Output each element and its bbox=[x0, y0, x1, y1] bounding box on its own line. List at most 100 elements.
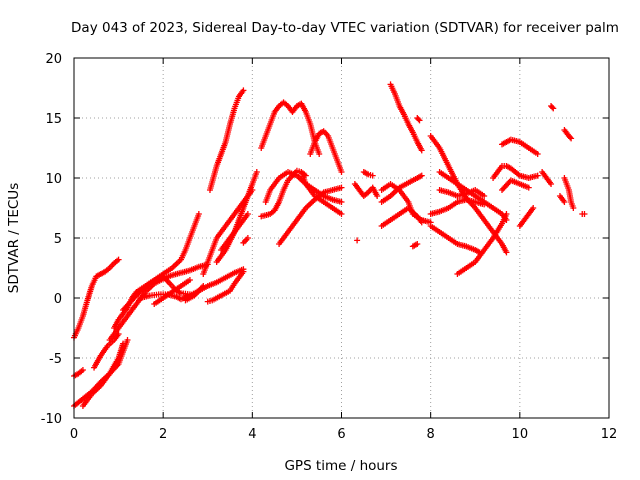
data-point bbox=[481, 193, 488, 199]
data-series-t37 bbox=[427, 196, 488, 217]
data-series-t47 bbox=[556, 193, 568, 205]
data-point bbox=[503, 211, 510, 217]
data-point bbox=[354, 237, 361, 244]
y-tick-label: 5 bbox=[54, 232, 62, 247]
data-point bbox=[240, 268, 247, 275]
data-series-t24 bbox=[354, 237, 361, 244]
data-series-t16 bbox=[218, 211, 251, 253]
data-point bbox=[418, 219, 425, 226]
data-point bbox=[530, 205, 537, 211]
data-point bbox=[549, 104, 556, 111]
data-series-t3 bbox=[79, 340, 127, 409]
data-series-t46 bbox=[561, 175, 577, 211]
axes: 0 2 4 6 8 10 12 -10 -5 0 5 10 15 20 bbox=[41, 52, 618, 442]
data-point bbox=[534, 172, 541, 179]
data-point bbox=[186, 277, 193, 283]
data-series-t38 bbox=[436, 187, 488, 199]
data-series-t26 bbox=[360, 169, 376, 179]
data-series-t45 bbox=[561, 127, 575, 142]
data-point bbox=[374, 193, 381, 199]
x-tick-label: 6 bbox=[337, 427, 345, 442]
data-series-t21 bbox=[276, 184, 345, 247]
x-tick-label: 2 bbox=[159, 427, 167, 442]
data-series-t25 bbox=[351, 181, 381, 199]
data-series-t32 bbox=[409, 241, 421, 250]
plot-frame bbox=[73, 57, 610, 419]
data-point bbox=[550, 105, 557, 112]
data-series-t4 bbox=[71, 367, 86, 379]
data-series-t36 bbox=[454, 211, 510, 277]
data-point bbox=[240, 87, 247, 94]
data-point bbox=[338, 199, 345, 205]
data-point bbox=[548, 181, 555, 187]
data-series-t29 bbox=[378, 181, 434, 226]
data-point bbox=[240, 239, 247, 246]
data-series-t43 bbox=[539, 169, 555, 187]
data-point bbox=[570, 205, 577, 211]
y-tick-label: 20 bbox=[45, 52, 62, 67]
data-point bbox=[124, 337, 131, 343]
y-tick-label: 10 bbox=[45, 172, 62, 187]
data-point bbox=[338, 211, 345, 217]
data-point bbox=[244, 211, 251, 217]
data-point bbox=[566, 134, 573, 141]
data-series-t19 bbox=[258, 167, 309, 220]
data-series-t23 bbox=[298, 169, 345, 217]
data-point bbox=[534, 151, 541, 157]
data-point bbox=[115, 256, 122, 263]
data-series-t44 bbox=[548, 103, 557, 112]
data-point bbox=[195, 211, 202, 217]
data-point bbox=[568, 135, 575, 142]
data-series-t39 bbox=[490, 163, 541, 181]
x-tick-label: 10 bbox=[512, 427, 529, 442]
data-series-t15 bbox=[213, 169, 260, 265]
data-series-t41 bbox=[499, 136, 541, 157]
x-tick-label: 12 bbox=[601, 427, 618, 442]
data-series-t34 bbox=[436, 169, 510, 223]
data-point bbox=[200, 283, 207, 289]
y-tick-label: -10 bbox=[41, 412, 62, 427]
data-series-t14 bbox=[206, 87, 247, 193]
data-point bbox=[79, 367, 86, 373]
y-tick-label: 15 bbox=[45, 112, 62, 127]
data-point bbox=[338, 184, 345, 191]
y-axis-label: SDTVAR / TECUs bbox=[6, 183, 22, 293]
data-point bbox=[316, 151, 323, 157]
data-series-t22 bbox=[307, 128, 345, 175]
x-tick-label: 0 bbox=[70, 427, 78, 442]
data-point bbox=[415, 116, 422, 123]
data-point bbox=[418, 147, 425, 154]
data-point bbox=[414, 241, 421, 247]
data-series-t17 bbox=[240, 235, 251, 246]
data-point bbox=[418, 172, 425, 179]
data-series-t1 bbox=[71, 256, 122, 341]
x-tick-label: 8 bbox=[427, 427, 435, 442]
data-series-t12 bbox=[204, 268, 247, 305]
y-tick-label: -5 bbox=[49, 352, 62, 367]
x-tick-label: 4 bbox=[248, 427, 256, 442]
data-series-t27 bbox=[387, 81, 425, 154]
data-point bbox=[503, 249, 510, 256]
data-series-t48 bbox=[579, 211, 588, 217]
data-point bbox=[120, 340, 127, 347]
data-point bbox=[561, 199, 568, 205]
y-tick-label: 0 bbox=[54, 292, 62, 307]
data-point bbox=[416, 117, 423, 124]
chart-title: Day 043 of 2023, Sidereal Day-to-day VTE… bbox=[71, 20, 619, 36]
data-series-t28 bbox=[414, 115, 423, 124]
data-point bbox=[369, 172, 376, 179]
data-series-t35 bbox=[427, 223, 483, 256]
data-points bbox=[71, 81, 588, 409]
data-point bbox=[481, 201, 488, 208]
grid-lines bbox=[74, 58, 609, 418]
x-axis-label: GPS time / hours bbox=[284, 458, 397, 474]
data-point bbox=[581, 211, 588, 217]
data-series-t11 bbox=[182, 283, 207, 304]
data-series-t10 bbox=[151, 277, 193, 307]
data-series-t31 bbox=[378, 205, 425, 229]
data-point bbox=[253, 169, 260, 175]
data-point bbox=[525, 184, 532, 191]
data-series-t30 bbox=[378, 172, 425, 205]
data-point bbox=[338, 169, 345, 175]
